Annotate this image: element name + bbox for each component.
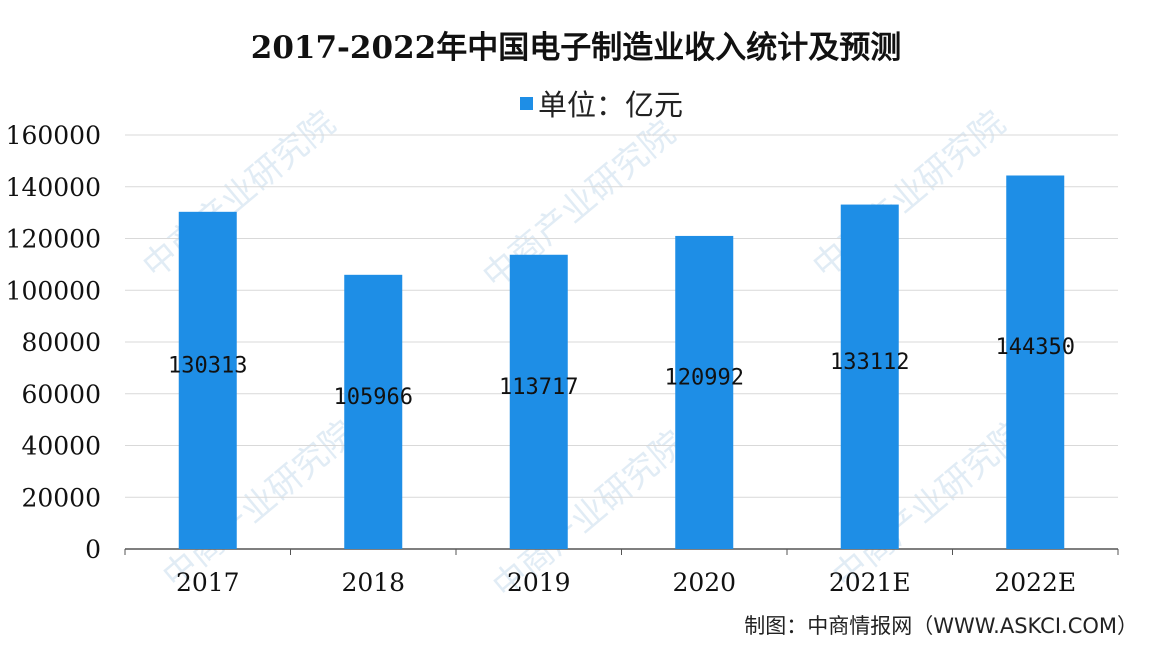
- y-tick-label: 140000: [6, 173, 101, 202]
- y-tick-label: 120000: [6, 225, 101, 254]
- data-label: 130313: [168, 353, 247, 378]
- x-tick-label: 2022E: [994, 568, 1076, 597]
- source-note: 制图：中商情报网（WWW.ASKCI.COM）: [744, 614, 1138, 638]
- y-tick-label: 0: [85, 535, 101, 564]
- x-tick-label: 2017: [176, 568, 240, 597]
- bar: [1006, 175, 1065, 549]
- data-label: 113717: [499, 375, 578, 400]
- chart-title: 2017-2022年中国电子制造业收入统计及预测: [250, 30, 902, 66]
- y-tick-label: 80000: [21, 328, 101, 357]
- y-tick-label: 60000: [21, 380, 101, 409]
- y-tick-label: 40000: [21, 432, 101, 461]
- bar: [675, 235, 734, 549]
- legend: 单位：亿元: [520, 82, 683, 124]
- y-tick-label: 100000: [6, 276, 101, 305]
- bar: [344, 274, 403, 549]
- x-tick-label: 2021E: [829, 568, 911, 597]
- bar: [178, 211, 237, 549]
- bar: [509, 254, 568, 549]
- bar: [840, 204, 899, 549]
- y-tick-label: 160000: [6, 121, 101, 150]
- legend-swatch: [520, 96, 533, 110]
- x-tick-label: 2019: [507, 568, 571, 597]
- x-tick-label: 2018: [341, 568, 405, 597]
- data-label: 120992: [665, 365, 744, 390]
- data-label: 105966: [334, 385, 413, 410]
- data-label: 133112: [830, 350, 909, 375]
- x-tick-label: 2020: [672, 568, 736, 597]
- data-label: 144350: [996, 335, 1075, 360]
- y-tick-label: 20000: [21, 483, 101, 512]
- legend-label: 单位：亿元: [538, 88, 684, 122]
